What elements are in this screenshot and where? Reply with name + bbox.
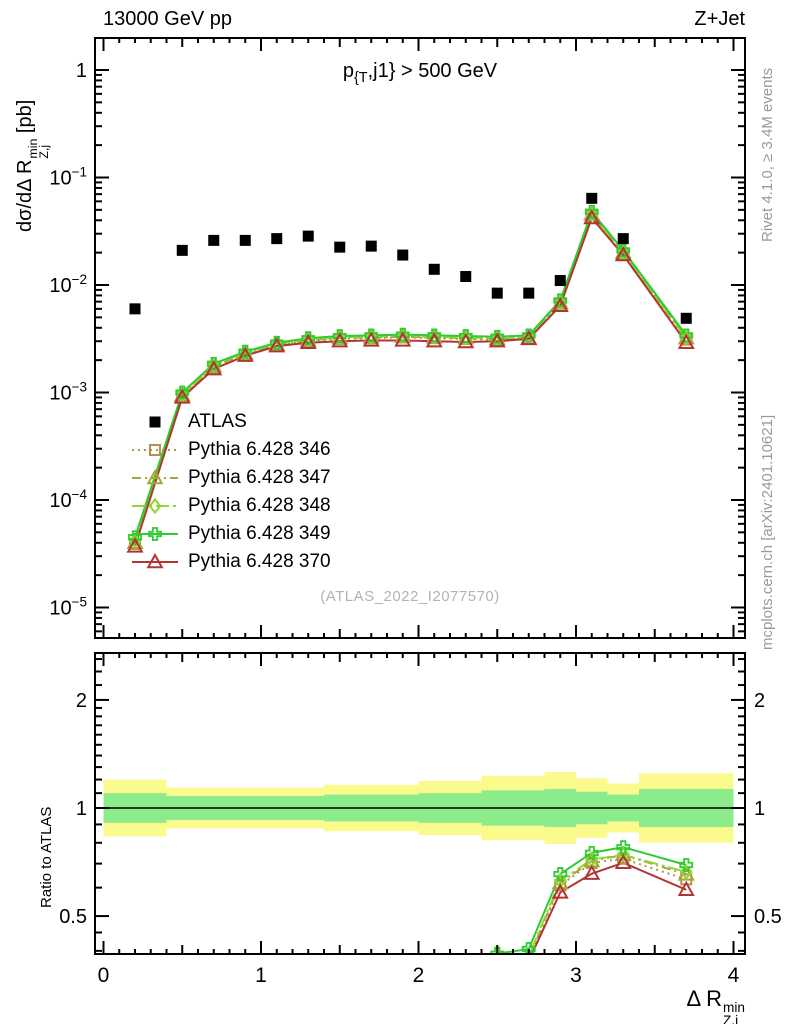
legend-item-pythia-6-428-346: Pythia 6.428 346 [132,436,331,464]
y-tick-label: 10−4 [49,487,87,512]
y-tick-label: 10−5 [49,595,87,620]
beam-energy-label: 13000 GeV pp [103,8,232,30]
mc-markers [128,204,694,545]
y-tick-label: 10−3 [49,380,87,405]
mc-markers [128,205,693,549]
process-label: Z+Jet [694,8,745,30]
x-tick-label: 3 [570,964,582,987]
data-marker-swatch [149,416,161,428]
legend-label: Pythia 6.428 347 [188,467,331,488]
x-tick-label: 4 [728,964,740,987]
ratio-panel-series [490,840,695,954]
y-axis-label-suffix: [pb] [14,99,36,139]
legend-item-pythia-6-428-370: Pythia 6.428 370 [132,548,331,576]
x-axis-label-sup: min [723,1000,745,1016]
legend-item-pythia-6-428-349: Pythia 6.428 349 [132,520,331,548]
main-panel-series [126,192,695,553]
mc-line-swatch [132,497,178,515]
analysis-watermark: (ATLAS_2022_I2077570) [320,588,500,605]
mc-ratio-curve [495,846,687,954]
atlas-data-points [129,192,692,324]
ratio-tick-label-right: 0.5 [754,906,782,928]
x-tick-label: 1 [255,964,267,987]
mc-ratio-curve [530,861,687,954]
mc-line-swatch [132,468,178,485]
legend-label: ATLAS [188,411,247,432]
x-tick-label: 2 [413,964,425,987]
legend: ATLAS Pythia 6.428 346 Pythia 6.428 347 Pyt… [132,408,331,576]
y-tick-label: 10−2 [49,272,87,297]
mc-line-swatch [132,527,178,541]
legend-label: Pythia 6.428 348 [188,495,331,516]
cut-label-base: p [342,60,354,82]
y-tick-label: 10−1 [49,165,87,190]
ratio-axis-label: Ratio to ATLAS [38,806,55,908]
y-tick-label: 1 [76,60,87,82]
x-axis-label-prefix: Δ R [686,986,723,1011]
ratio-tick-label: 2 [76,690,87,712]
legend-label: Pythia 6.428 346 [188,439,331,460]
mc-line-swatch [132,552,178,569]
y-axis-label-prefix: dσ/dΔ R [14,159,36,232]
ratio-tick-label: 0.5 [59,906,87,928]
ratio-tick-label-right: 2 [754,690,765,712]
legend-item-pythia-6-428-347: Pythia 6.428 347 [132,464,331,492]
mcplots-arxiv-note: mcplots.cern.ch [arXiv:2401.10621] [759,414,776,650]
ratio-panel-frame [94,652,746,955]
cut-label-sub: {T [353,70,368,86]
ratio-tick-label: 1 [76,798,87,820]
mc-ratio-markers [490,840,694,954]
legend-item-atlas: ATLAS [132,408,331,436]
axes: 0 1 2 3 4 1 10−1 10−2 10−3 10−4 10−5 2 2 1 1 0.5 0.5 [49,37,782,987]
y-axis-label-sub: Z,j [37,144,52,159]
mc-line-swatch [132,444,178,456]
cut-label: p{T,j1} > 500 GeV [220,60,620,86]
mc-markers [126,208,695,553]
cut-label-rest: ,j1} > 500 GeV [367,60,498,82]
legend-item-pythia-6-428-348: Pythia 6.428 348 [132,492,331,520]
mc-ratio-markers [527,853,695,954]
main-panel-frame [94,37,746,639]
legend-label: Pythia 6.428 349 [188,523,331,544]
legend-label: Pythia 6.428 370 [188,551,331,572]
ratio-tick-label-right: 1 [754,798,765,820]
rivet-version-note: Rivet 4.1.0, ≥ 3.4M events [759,67,776,242]
x-axis-label-sub: Z,j [723,1013,739,1024]
x-tick-label: 0 [98,964,110,987]
